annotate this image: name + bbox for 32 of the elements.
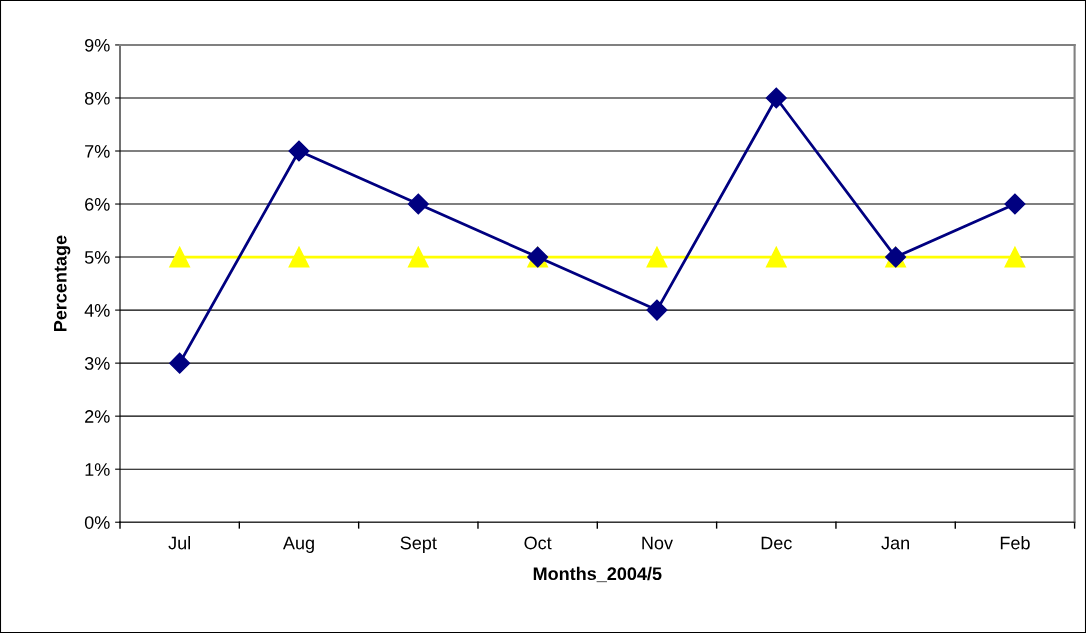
y-tick-label: 7%	[85, 145, 110, 158]
y-tick-label: 6%	[85, 197, 110, 211]
y-tick-label: 3%	[84, 357, 110, 370]
point	[1004, 246, 1026, 268]
point	[407, 193, 429, 215]
point	[288, 246, 310, 268]
point	[169, 246, 191, 268]
point	[765, 87, 787, 109]
x-tick-label: Sept	[400, 536, 437, 553]
x-tick-label: Jan	[881, 536, 909, 550]
point	[646, 299, 668, 321]
y-tick-label: 1%	[85, 463, 110, 476]
point	[407, 246, 429, 268]
x-tick-label: Jul	[168, 536, 190, 550]
point	[765, 246, 787, 268]
x-tick-label: Dec	[761, 536, 792, 550]
y-tick-label: 4%	[84, 304, 110, 317]
y-tick-label: 0%	[84, 516, 110, 529]
point	[169, 352, 191, 374]
x-tick-label: Aug	[282, 536, 314, 553]
y-tick-label: 5%	[84, 251, 110, 264]
y-tick-label: 9%	[85, 38, 110, 52]
x-axis-title: Months_2004/5	[533, 566, 662, 583]
point	[1004, 193, 1026, 215]
x-tick-label: Feb	[1000, 536, 1030, 550]
y-tick-label: 8%	[84, 91, 110, 105]
x-tick-label: Oct	[524, 536, 552, 550]
point	[288, 140, 310, 162]
y-tick-label: 2%	[85, 410, 110, 423]
x-tick-label: Nov	[642, 536, 673, 550]
y-axis-title: Percentage	[54, 235, 71, 332]
point	[646, 246, 668, 268]
